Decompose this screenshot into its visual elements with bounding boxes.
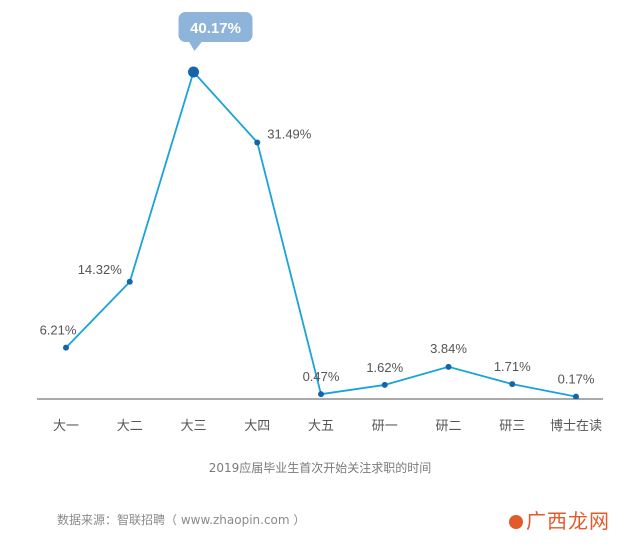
data-point xyxy=(318,391,324,398)
chart-caption: 2019应届毕业生首次开始关注求职的时间 xyxy=(208,461,432,475)
x-tick-label: 大四 xyxy=(244,419,270,434)
data-label: 14.32% xyxy=(78,262,123,277)
data-point xyxy=(381,381,388,388)
data-point xyxy=(509,381,516,388)
data-label: 1.71% xyxy=(494,359,531,374)
data-point xyxy=(445,363,452,370)
x-tick-label: 博士在读 xyxy=(550,419,602,434)
data-point xyxy=(188,66,199,78)
callout-pointer xyxy=(188,41,203,51)
x-tick-label: 大五 xyxy=(308,419,334,434)
x-tick-label: 大三 xyxy=(180,419,206,434)
data-source: 数据来源：智联招聘（ www.zhaopin.com ） xyxy=(57,513,306,527)
data-point xyxy=(63,344,69,351)
data-point xyxy=(126,278,133,285)
data-point xyxy=(573,393,579,400)
x-tick-label: 研一 xyxy=(372,419,398,434)
data-label: 0.17% xyxy=(558,372,595,387)
data-label: 1.62% xyxy=(366,360,403,375)
x-tick-label: 大一 xyxy=(53,419,79,434)
watermark-logo: 广西龙网 xyxy=(509,505,610,534)
data-point xyxy=(254,139,261,146)
data-label: 0.47% xyxy=(303,369,340,384)
peak-callout xyxy=(178,12,253,51)
x-tick-label: 大二 xyxy=(117,419,143,434)
callout-box xyxy=(178,12,253,42)
data-label: 6.21% xyxy=(40,323,77,338)
x-tick-label: 研三 xyxy=(499,419,525,434)
pin-icon xyxy=(509,515,523,529)
data-label: 40.17% xyxy=(190,20,241,37)
series-line xyxy=(65,70,577,398)
x-tick-label: 研二 xyxy=(435,419,461,434)
data-label: 3.84% xyxy=(430,341,467,356)
data-label: 31.49% xyxy=(267,126,312,141)
line-chart: 6.21% 14.32% 40.17% 31.49% 0.47% 1.62% 3.84% 1.… xyxy=(37,12,603,434)
